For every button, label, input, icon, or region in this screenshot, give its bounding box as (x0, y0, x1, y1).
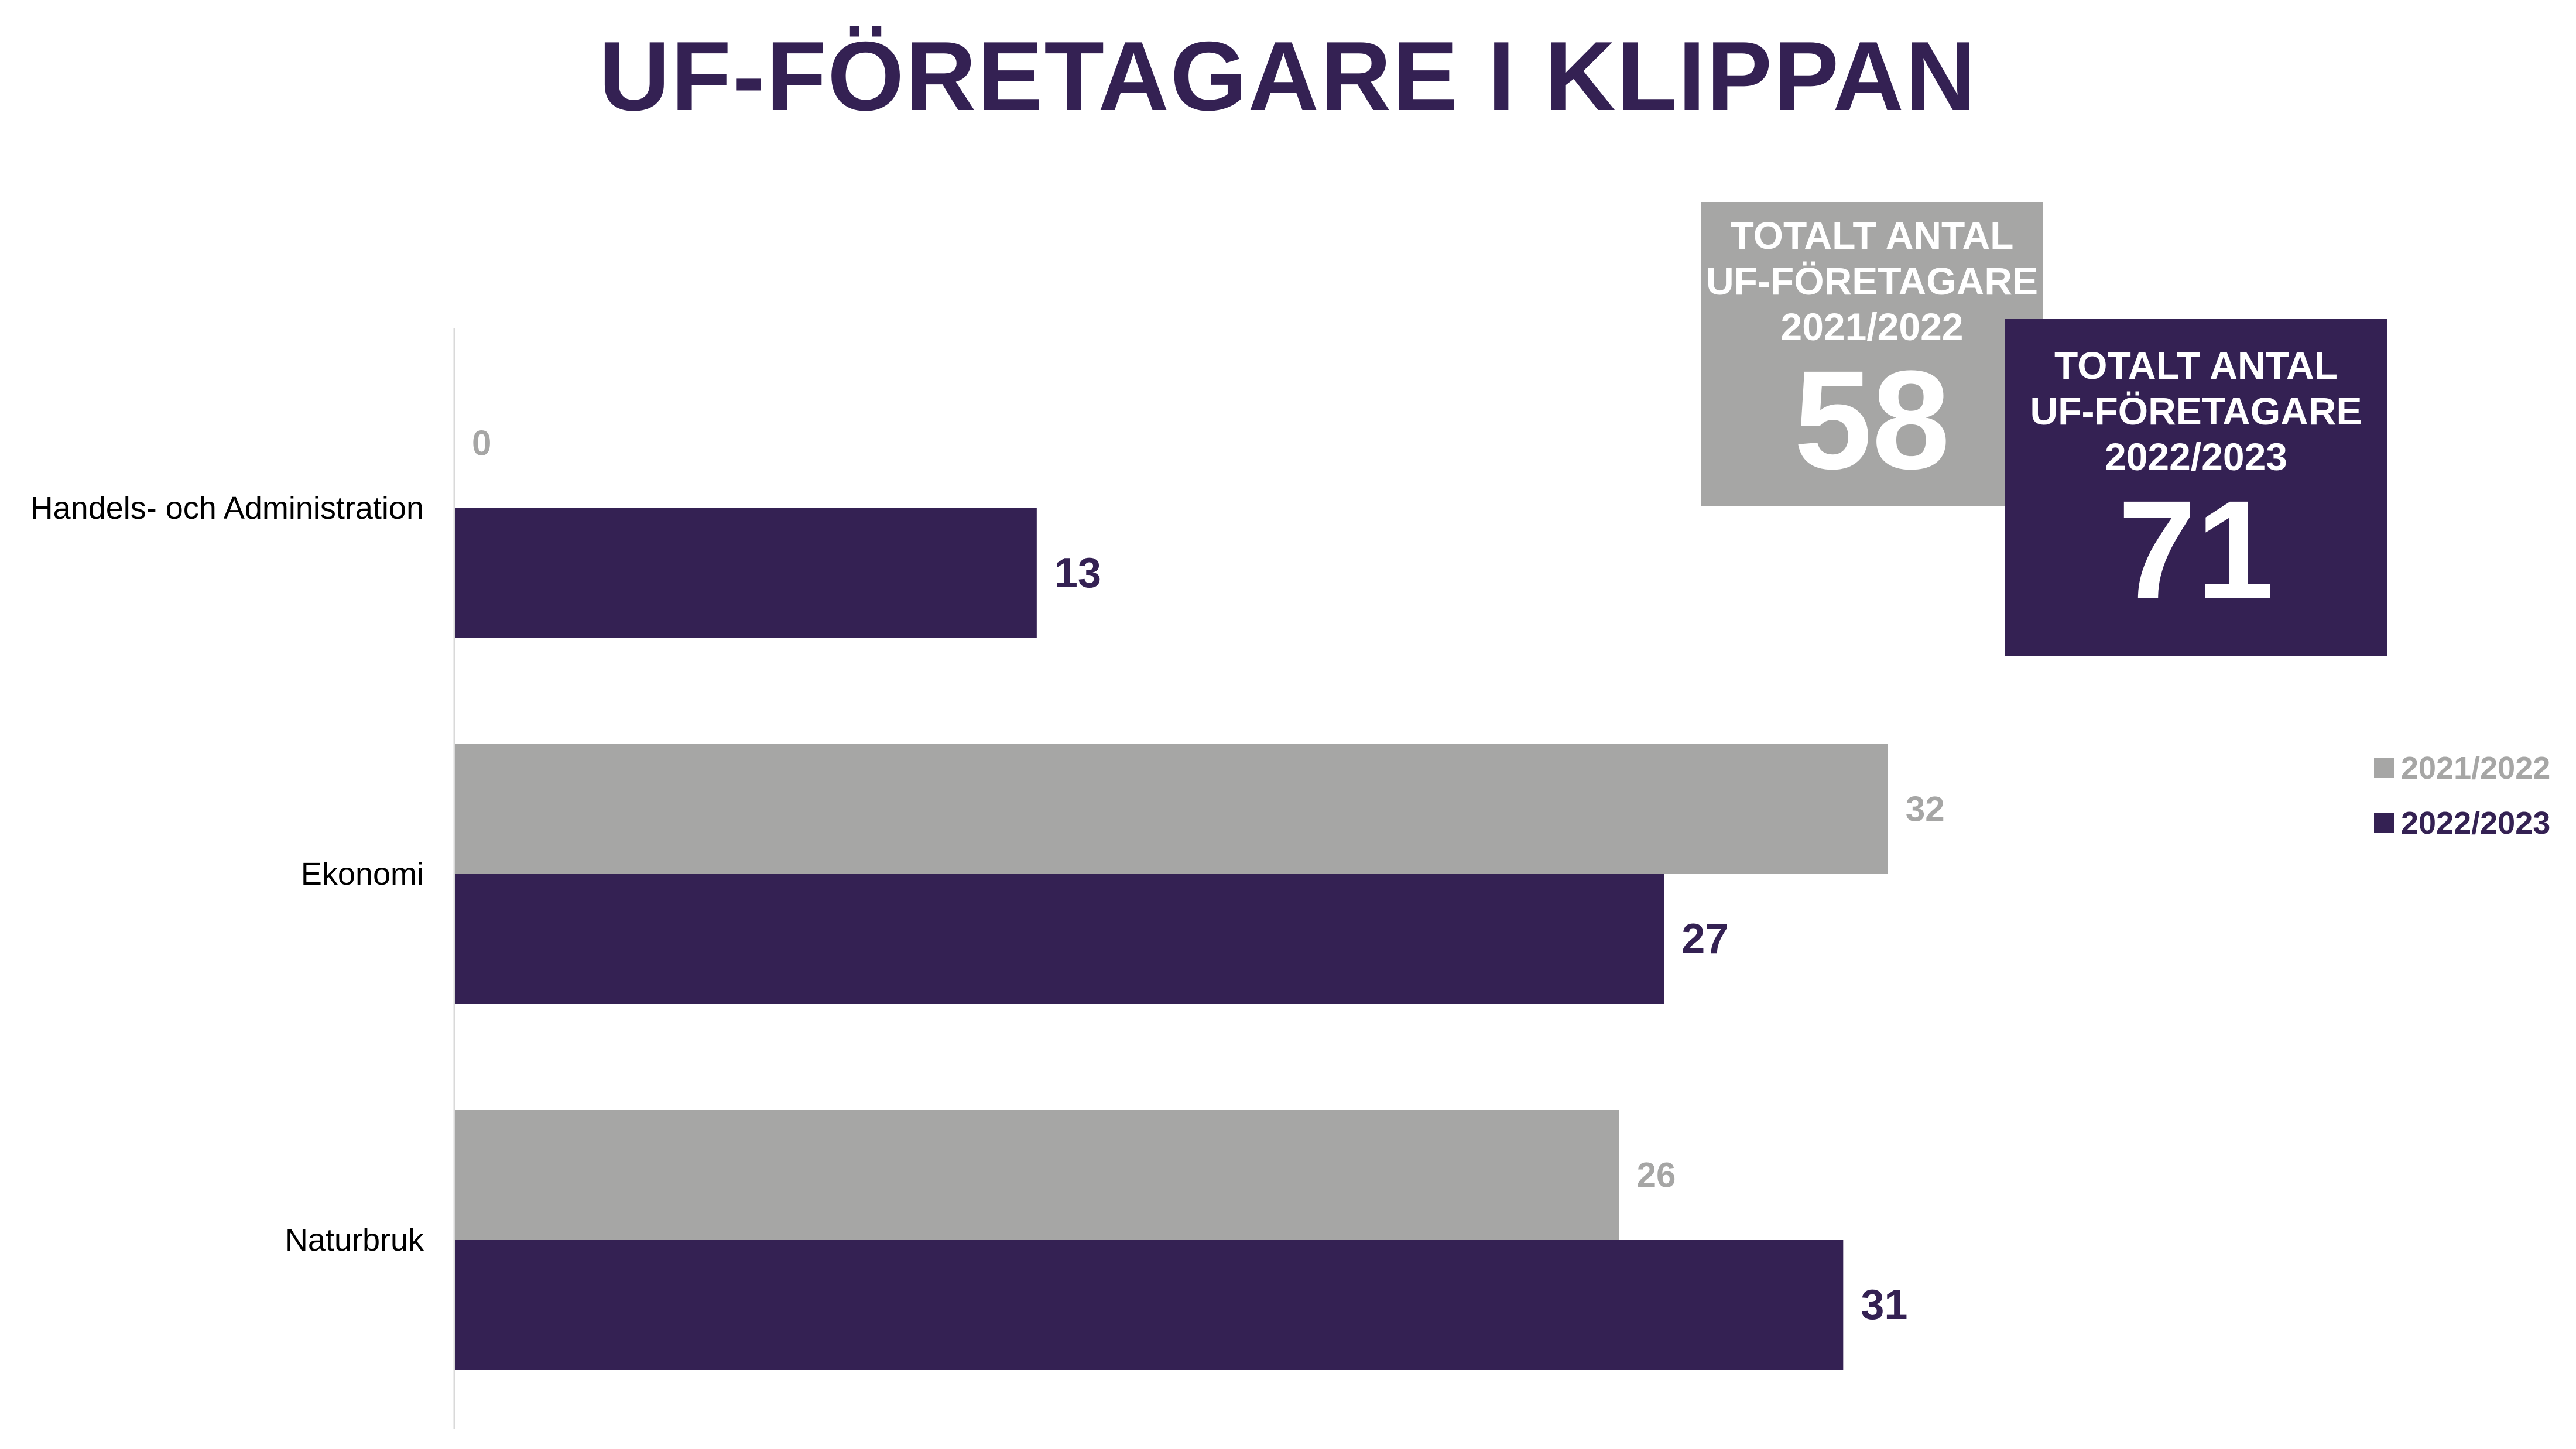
category-label-naturbruk: Naturbruk (285, 1222, 424, 1258)
total-box-2021-2022: TOTALT ANTAL UF-FÖRETAGARE 2021/2022 58 (1701, 202, 2043, 506)
bar-ekonomi-2022-2023 (454, 874, 1664, 1004)
category-label-handels-och-administration: Handels- och Administration (30, 491, 424, 526)
legend-label-2021-2022: 2021/2022 (2401, 751, 2551, 786)
data-label-naturbruk-2022-2023: 31 (1861, 1282, 1907, 1328)
data-label-handels-och-administration-2022-2023: 13 (1054, 550, 1101, 597)
legend-label-2022-2023: 2022/2023 (2401, 806, 2551, 841)
category-label-ekonomi: Ekonomi (301, 857, 424, 892)
bar-naturbruk-2021-2022 (454, 1110, 1619, 1240)
total-value-2022-2023: 71 (2118, 471, 2274, 628)
data-label-ekonomi-2021-2022: 32 (1906, 790, 1945, 829)
legend-item-2022-2023: 2022/2023 (2374, 804, 2550, 842)
data-label-naturbruk-2021-2022: 26 (1637, 1156, 1676, 1195)
legend: 2021/2022 2022/2023 (2374, 749, 2550, 859)
total-label-2022-2023: TOTALT ANTAL UF-FÖRETAGARE 2022/2023 (2030, 344, 2362, 478)
bar-naturbruk-2022-2023 (454, 1240, 1844, 1370)
labels-layer: 0 13 Handels- och Administration 32 27 Ekonom… (30, 424, 1945, 1329)
data-label-ekonomi-2022-2023: 27 (1681, 916, 1728, 962)
legend-swatch-2021-2022 (2374, 758, 2394, 778)
total-value-2021-2022: 58 (1794, 341, 1950, 498)
bar-ekonomi-2021-2022 (454, 744, 1888, 874)
data-label-handels-och-administration-2021-2022: 0 (472, 424, 491, 463)
total-label-2021-2022: TOTALT ANTAL UF-FÖRETAGARE 2021/2022 (1705, 214, 2039, 348)
bars-layer (454, 508, 1888, 1370)
legend-item-2021-2022: 2021/2022 (2374, 749, 2550, 787)
legend-swatch-2022-2023 (2374, 813, 2394, 833)
bar-handels-och-administration-2022-2023 (454, 508, 1037, 638)
total-box-2022-2023: TOTALT ANTAL UF-FÖRETAGARE 2022/2023 71 (2005, 319, 2387, 656)
chart-title: UF-FÖRETAGARE I KLIPPAN (598, 21, 1978, 131)
